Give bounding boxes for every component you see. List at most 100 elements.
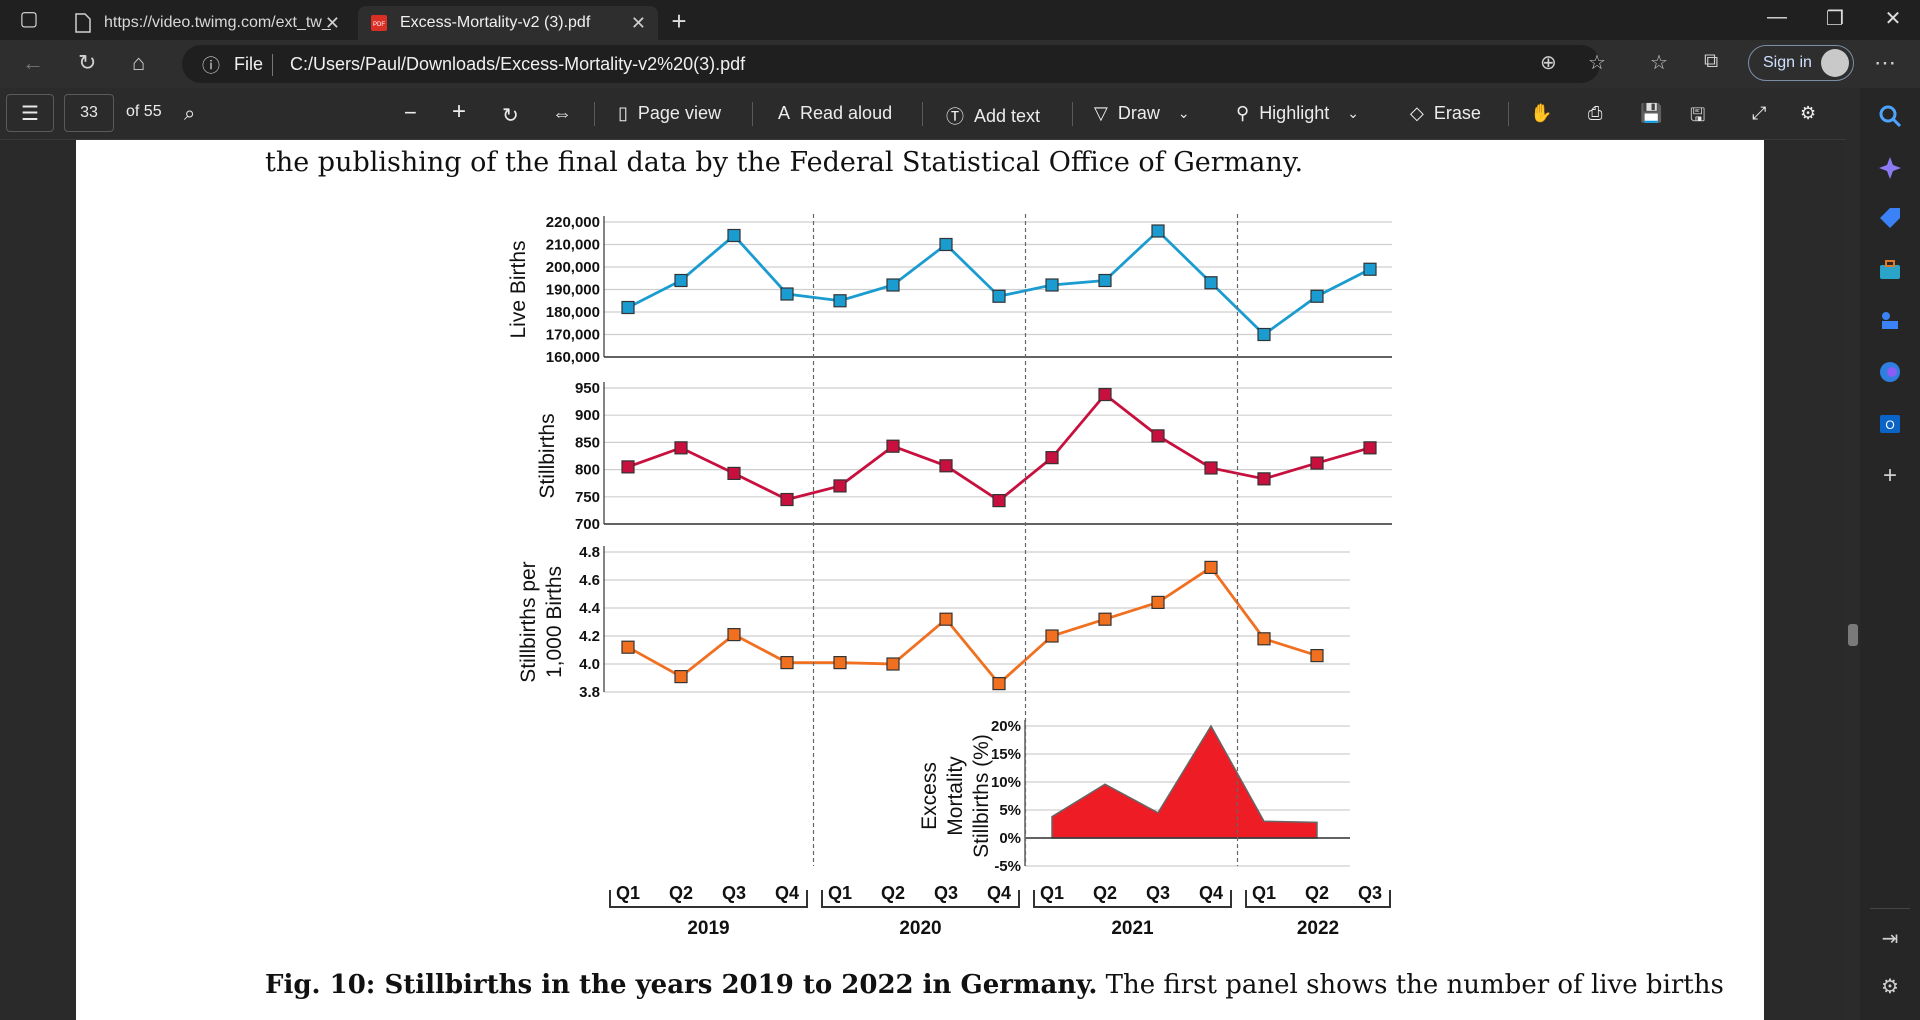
search-icon[interactable] bbox=[1878, 104, 1902, 128]
tab-actions-icon[interactable]: ▢ bbox=[19, 8, 39, 30]
tick-label: 700 bbox=[575, 516, 600, 533]
series-line bbox=[627, 229, 1371, 337]
data-point bbox=[727, 627, 741, 642]
year-bracket bbox=[1245, 890, 1391, 908]
data-point bbox=[1257, 472, 1271, 486]
url-text[interactable]: C:/Users/Paul/Downloads/Excess-Mortality… bbox=[290, 54, 746, 74]
minimize-icon[interactable]: — bbox=[1767, 6, 1787, 28]
data-point bbox=[674, 441, 688, 455]
page-view-button[interactable]: ▯ Page view bbox=[618, 103, 721, 124]
year-bracket bbox=[609, 890, 808, 908]
data-point bbox=[939, 612, 953, 626]
data-point bbox=[780, 655, 794, 670]
refresh-icon[interactable]: ↻ bbox=[78, 50, 97, 75]
close-icon[interactable]: ✕ bbox=[324, 12, 340, 33]
add-favorite-icon[interactable]: ☆ bbox=[1588, 52, 1606, 74]
data-point bbox=[1045, 278, 1059, 292]
quarter-label: Q2 bbox=[669, 883, 693, 903]
tick-label: 4.0 bbox=[579, 656, 600, 673]
zoom-in-icon[interactable]: + bbox=[452, 98, 467, 125]
data-point bbox=[886, 439, 900, 453]
erase-button[interactable]: ◇ Erase bbox=[1410, 103, 1481, 124]
save-icon[interactable]: 💾 bbox=[1640, 103, 1663, 123]
favorites-icon[interactable]: ☆ bbox=[1650, 52, 1668, 74]
window-close-icon[interactable]: ✕ bbox=[1884, 8, 1902, 30]
zoom-icon[interactable]: ⊕ bbox=[1540, 52, 1557, 74]
new-tab-icon[interactable]: + bbox=[671, 6, 687, 36]
eraser-icon: ◇ bbox=[1410, 103, 1424, 123]
sign-in-button[interactable]: Sign in bbox=[1748, 45, 1854, 81]
read-aloud-button[interactable]: A Read aloud bbox=[778, 103, 892, 124]
tab-twimg[interactable]: https://video.twimg.com/ext_tw_ ✕ bbox=[62, 6, 352, 40]
add-text-icon: Ⓣ bbox=[946, 107, 964, 127]
add-text-button[interactable]: Ⓣ Add text bbox=[946, 103, 1040, 129]
outlook-icon[interactable]: O bbox=[1878, 412, 1902, 436]
sidebar-collapse-icon[interactable]: ⇥ bbox=[1881, 928, 1899, 950]
data-point bbox=[780, 492, 794, 507]
page-number-input[interactable]: 33 bbox=[64, 94, 114, 132]
y-axis-label: Mortality bbox=[944, 756, 967, 836]
close-icon[interactable]: ✕ bbox=[630, 12, 646, 33]
tick-label: 200,000 bbox=[546, 259, 600, 276]
touch-icon[interactable]: ✋ bbox=[1530, 103, 1553, 123]
url-field[interactable] bbox=[182, 45, 1600, 83]
year-bracket bbox=[821, 890, 1020, 908]
zoom-out-icon[interactable]: − bbox=[404, 100, 417, 125]
collections-icon[interactable]: ⧉ bbox=[1704, 50, 1719, 72]
highlight-button[interactable]: ⚲ Highlight ⌄ bbox=[1236, 103, 1359, 124]
data-point bbox=[621, 300, 635, 315]
fullscreen-icon[interactable]: ⤢ bbox=[1752, 103, 1767, 123]
more-icon[interactable]: ⋯ bbox=[1874, 50, 1896, 75]
pdf-icon: PDF bbox=[371, 15, 387, 31]
data-point bbox=[1257, 632, 1271, 646]
find-icon[interactable]: ⌕ bbox=[184, 103, 196, 125]
data-point bbox=[1045, 451, 1059, 465]
year-label: 2019 bbox=[687, 918, 729, 939]
data-point bbox=[1310, 456, 1324, 470]
page-total: of 55 bbox=[126, 103, 162, 120]
draw-button[interactable]: ▽ Draw ⌄ bbox=[1094, 103, 1190, 124]
tick-label: 15% bbox=[991, 746, 1021, 763]
chevron-down-icon[interactable]: ⌄ bbox=[1177, 105, 1190, 121]
page-icon bbox=[75, 13, 91, 33]
tab-title: https://video.twimg.com/ext_tw_ bbox=[104, 14, 331, 31]
chevron-down-icon[interactable]: ⌄ bbox=[1347, 105, 1359, 121]
tick-label: 4.2 bbox=[579, 628, 600, 645]
plus-icon[interactable]: + bbox=[1882, 462, 1897, 489]
edge-icon[interactable] bbox=[1878, 360, 1902, 384]
copilot-icon[interactable] bbox=[1878, 156, 1902, 180]
data-point bbox=[992, 494, 1006, 508]
divider bbox=[272, 54, 273, 76]
data-point bbox=[1363, 441, 1377, 455]
contents-icon[interactable]: ☰ bbox=[6, 94, 54, 132]
tab-title: Excess-Mortality-v2 (3).pdf bbox=[400, 14, 591, 31]
tick-label: -5% bbox=[994, 858, 1021, 875]
print-icon[interactable]: ⎙ bbox=[1588, 103, 1603, 123]
tick-label: 0% bbox=[999, 830, 1021, 847]
settings-icon[interactable]: ⚙ bbox=[1800, 103, 1817, 123]
tag-icon[interactable] bbox=[1878, 206, 1902, 230]
data-point bbox=[727, 466, 741, 481]
save-as-icon[interactable]: 🖫 bbox=[1690, 105, 1706, 125]
data-point bbox=[1257, 327, 1271, 342]
briefcase-icon[interactable] bbox=[1878, 258, 1902, 282]
scrollbar[interactable] bbox=[1846, 88, 1860, 1020]
scroll-thumb[interactable] bbox=[1848, 624, 1858, 646]
home-icon[interactable]: ⌂ bbox=[132, 50, 146, 75]
chess-icon[interactable] bbox=[1878, 308, 1902, 332]
tick-label: 4.4 bbox=[579, 600, 601, 617]
svg-text:PDF: PDF bbox=[373, 22, 385, 28]
year-label: 2021 bbox=[1111, 918, 1154, 939]
back-icon[interactable]: ← bbox=[22, 50, 44, 75]
rotate-icon[interactable]: ↻ bbox=[502, 105, 519, 127]
tab-pdf[interactable]: PDF Excess-Mortality-v2 (3).pdf ✕ bbox=[358, 6, 658, 40]
quarter-label: Q2 bbox=[881, 883, 905, 903]
quarter-label: Q1 bbox=[1040, 883, 1064, 903]
data-point bbox=[1151, 595, 1165, 610]
series-line bbox=[627, 565, 1318, 686]
data-point bbox=[1098, 612, 1112, 626]
restore-icon[interactable]: ❐ bbox=[1826, 8, 1844, 30]
stillbirths-figure: 220,000 210,000 200,000 190,000 180,000 170,0… bbox=[507, 214, 1392, 939]
settings-icon[interactable]: ⚙ bbox=[1881, 976, 1899, 998]
fit-page-icon[interactable]: ⇔ bbox=[552, 103, 572, 125]
